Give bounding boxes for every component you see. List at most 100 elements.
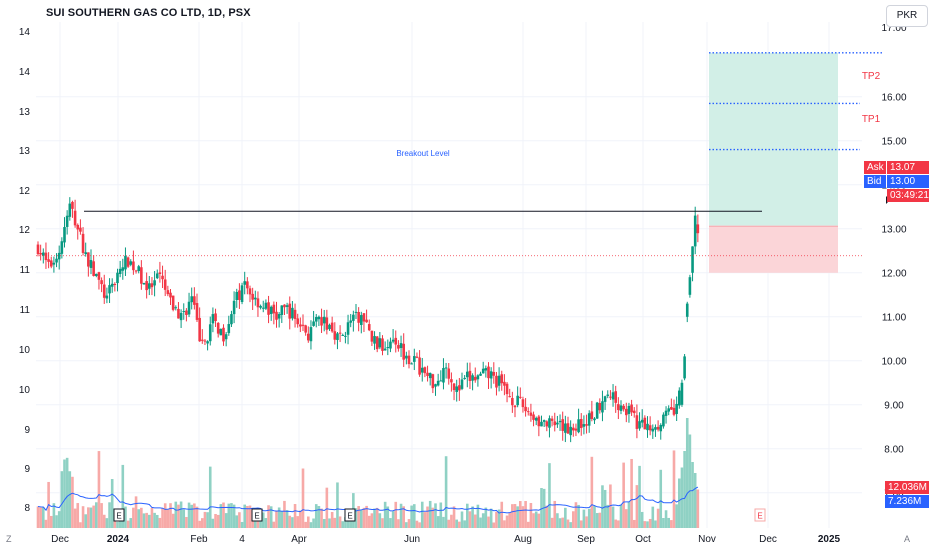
- candle-body: [235, 291, 239, 301]
- candle-body: [484, 368, 488, 371]
- candle-body: [683, 356, 686, 379]
- volume-bar: [63, 459, 66, 528]
- candle-body: [142, 282, 146, 285]
- volume-bar: [97, 451, 101, 528]
- candle-body: [426, 372, 429, 376]
- candle-body: [632, 410, 636, 414]
- candle-body: [466, 371, 469, 378]
- volume-bar: [574, 502, 578, 528]
- volume-bar: [134, 496, 138, 528]
- volume-bar: [659, 469, 663, 528]
- volume-bar: [484, 507, 488, 528]
- volume-bar: [163, 503, 167, 528]
- volume-bar: [611, 506, 615, 528]
- candle-body: [561, 419, 564, 431]
- candle-body: [656, 426, 660, 430]
- candle-body: [431, 374, 435, 389]
- volume-bar: [463, 520, 466, 528]
- candle-body: [352, 314, 355, 321]
- volume-bar: [354, 508, 358, 528]
- volume-bar: [540, 488, 543, 528]
- volume-bar: [460, 511, 464, 528]
- candle-body: [452, 383, 456, 391]
- candle-body: [238, 290, 241, 300]
- currency-button[interactable]: PKR: [886, 5, 928, 27]
- right-axis-partial-label: 17.00: [881, 23, 906, 34]
- candle-body: [373, 336, 376, 344]
- volume-bar: [296, 516, 299, 528]
- volume-bar: [654, 520, 657, 528]
- volume-bar: [431, 507, 435, 528]
- volume-bar: [553, 500, 557, 528]
- volume-bar: [511, 504, 514, 528]
- candle-body: [163, 279, 167, 290]
- candle-body: [177, 308, 180, 319]
- candle-body: [643, 417, 647, 430]
- candle-body: [174, 307, 178, 309]
- candle-body: [590, 411, 594, 419]
- volume-bar: [640, 511, 644, 528]
- candle-body: [603, 396, 607, 402]
- candle-body: [365, 319, 368, 323]
- candle-body: [198, 317, 201, 342]
- candle-body: [487, 366, 490, 379]
- candle-body: [320, 317, 323, 326]
- candle-body: [299, 324, 302, 327]
- candle-body: [685, 303, 689, 317]
- candle-body: [410, 363, 413, 365]
- volume-bar: [595, 513, 599, 528]
- candle-body: [317, 316, 321, 320]
- volume-bar: [426, 506, 429, 528]
- candle-body: [662, 414, 665, 427]
- volume-bar: [285, 510, 289, 528]
- candle-body: [153, 280, 156, 286]
- right-axis-tick: 11.00: [882, 312, 907, 323]
- candle-body: [126, 257, 130, 267]
- volume-bar: [622, 462, 625, 528]
- earnings-marker: E: [757, 512, 762, 521]
- candle-body: [129, 261, 133, 265]
- candle-body: [672, 407, 676, 415]
- candle-body: [309, 327, 313, 342]
- volume-bar: [664, 510, 668, 528]
- candle-body: [534, 417, 538, 421]
- left-axis-tick: 13: [19, 107, 31, 118]
- candle-body: [675, 403, 678, 414]
- volume-bar: [375, 507, 379, 528]
- volume-bar: [481, 513, 485, 528]
- candle-body: [638, 421, 641, 429]
- candle-body: [391, 339, 395, 342]
- candle-body: [182, 311, 186, 313]
- volume-bar: [436, 516, 440, 528]
- candle-body: [52, 262, 56, 265]
- candle-body: [95, 273, 98, 276]
- volume-bar: [405, 522, 408, 528]
- volume-bar: [455, 519, 458, 528]
- volume-bar: [603, 489, 607, 528]
- candle-body: [230, 314, 233, 325]
- candle-body: [193, 296, 196, 305]
- volume-bar: [545, 505, 549, 528]
- volume-bar: [219, 504, 223, 528]
- volume-bar: [232, 504, 236, 528]
- candle-body: [251, 293, 254, 300]
- volume-bar: [121, 464, 125, 528]
- candle-body: [161, 275, 164, 280]
- volume-bar: [312, 518, 315, 528]
- candle-body: [100, 280, 103, 285]
- volume-bar: [148, 514, 151, 528]
- candle-body: [375, 336, 379, 350]
- volume-bar: [344, 517, 347, 528]
- volume-bar: [558, 518, 562, 528]
- volume-bar: [381, 518, 384, 528]
- position-zones: [709, 52, 838, 273]
- left-axis-tick: 13: [19, 146, 31, 157]
- candle-body: [325, 317, 329, 330]
- candle-body: [277, 314, 281, 319]
- volume-bar: [269, 506, 273, 528]
- candle-body: [354, 311, 358, 313]
- volume-bar: [224, 513, 228, 528]
- volume-bar: [688, 434, 692, 528]
- candle-body: [693, 215, 697, 247]
